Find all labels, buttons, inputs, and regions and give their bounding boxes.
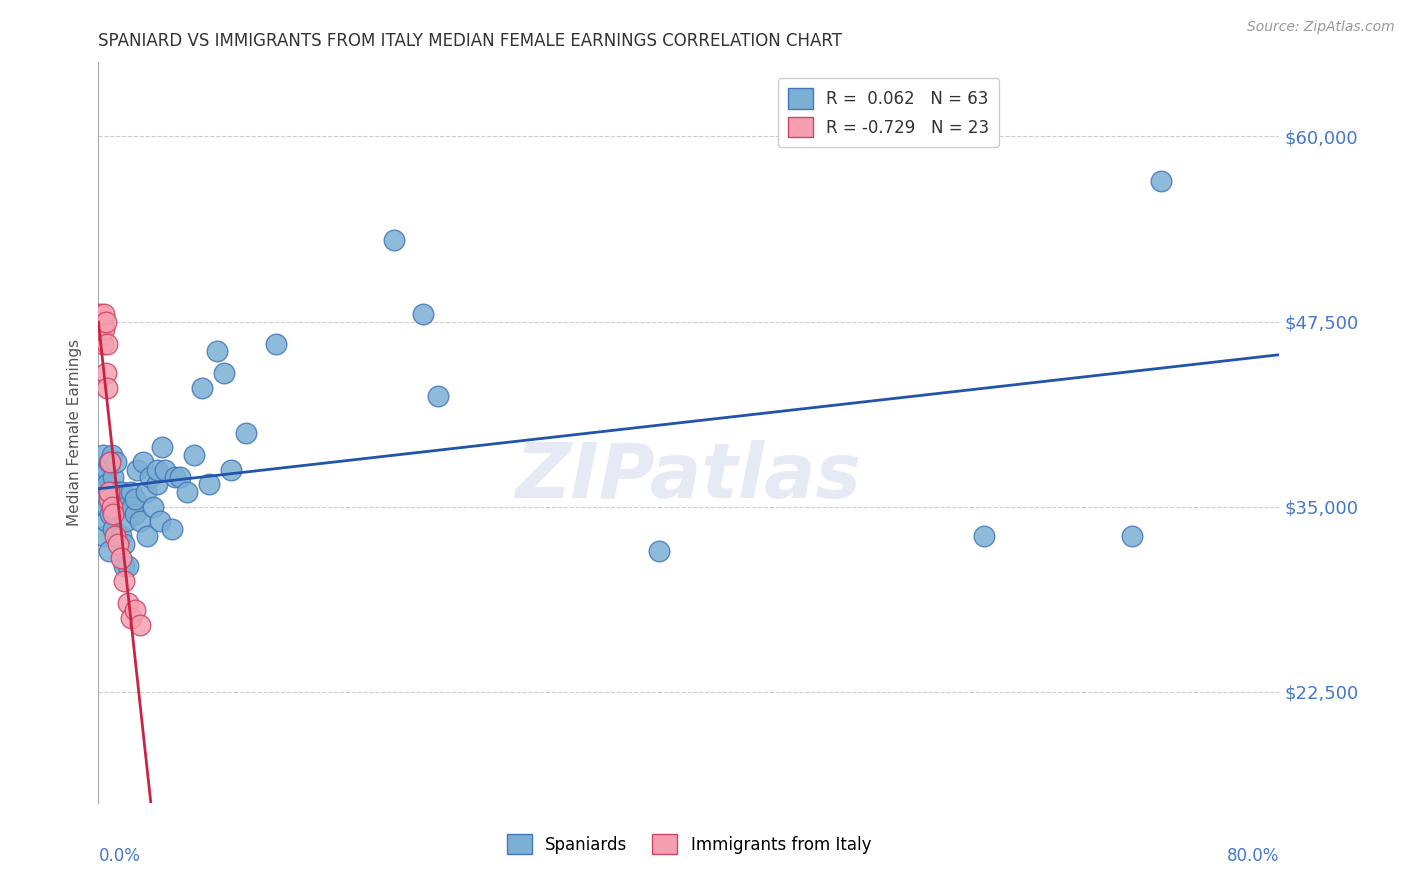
Point bbox=[169, 470, 191, 484]
Point bbox=[146, 477, 169, 491]
Point bbox=[90, 329, 112, 343]
Point bbox=[1121, 529, 1143, 543]
Point bbox=[162, 522, 183, 536]
Point bbox=[96, 462, 118, 476]
Point bbox=[97, 544, 120, 558]
Point bbox=[112, 558, 135, 573]
Point bbox=[100, 448, 122, 462]
Point bbox=[96, 477, 118, 491]
Point bbox=[104, 529, 127, 543]
Point bbox=[139, 470, 162, 484]
Point bbox=[132, 455, 155, 469]
Point bbox=[382, 233, 405, 247]
Point bbox=[1150, 174, 1173, 188]
Point bbox=[128, 618, 150, 632]
Point bbox=[124, 492, 146, 507]
Point bbox=[89, 307, 111, 321]
Point bbox=[105, 455, 128, 469]
Point bbox=[125, 462, 148, 476]
Point bbox=[97, 484, 120, 499]
Point bbox=[183, 448, 205, 462]
Point bbox=[94, 492, 117, 507]
Point bbox=[97, 455, 120, 469]
Point bbox=[136, 529, 159, 543]
Point bbox=[112, 536, 135, 550]
Point bbox=[107, 536, 129, 550]
Point bbox=[98, 455, 121, 469]
Point bbox=[176, 484, 198, 499]
Point bbox=[90, 470, 112, 484]
Point bbox=[135, 484, 157, 499]
Point bbox=[110, 551, 132, 566]
Point bbox=[117, 596, 139, 610]
Point bbox=[98, 484, 121, 499]
Point bbox=[94, 315, 117, 329]
Point bbox=[153, 462, 176, 476]
Point bbox=[165, 470, 187, 484]
Point bbox=[212, 367, 235, 381]
Point bbox=[121, 500, 143, 514]
Point bbox=[124, 507, 146, 521]
Point bbox=[648, 544, 671, 558]
Point bbox=[128, 515, 150, 529]
Point bbox=[98, 507, 121, 521]
Point bbox=[115, 515, 138, 529]
Point bbox=[120, 610, 142, 624]
Point bbox=[104, 484, 127, 499]
Point bbox=[198, 477, 221, 491]
Y-axis label: Median Female Earnings: Median Female Earnings bbox=[67, 339, 83, 526]
Point bbox=[91, 336, 114, 351]
Point bbox=[93, 484, 115, 499]
Point bbox=[96, 381, 118, 395]
Point bbox=[117, 558, 139, 573]
Point bbox=[114, 500, 136, 514]
Point bbox=[103, 470, 125, 484]
Point bbox=[264, 336, 287, 351]
Point bbox=[221, 462, 243, 476]
Point bbox=[103, 507, 125, 521]
Point bbox=[191, 381, 214, 395]
Point bbox=[146, 462, 169, 476]
Point bbox=[149, 515, 172, 529]
Point bbox=[427, 388, 450, 402]
Point bbox=[108, 484, 131, 499]
Point bbox=[110, 492, 132, 507]
Point bbox=[97, 492, 120, 507]
Point bbox=[112, 574, 135, 588]
Point bbox=[93, 322, 115, 336]
Point bbox=[973, 529, 995, 543]
Point bbox=[111, 484, 134, 499]
Point bbox=[110, 529, 132, 543]
Text: ZIPatlas: ZIPatlas bbox=[516, 440, 862, 514]
Text: 80.0%: 80.0% bbox=[1227, 847, 1279, 865]
Point bbox=[93, 529, 115, 543]
Point bbox=[412, 307, 434, 321]
Point bbox=[91, 315, 114, 329]
Point bbox=[100, 500, 122, 514]
Point bbox=[235, 425, 257, 440]
Point bbox=[94, 367, 117, 381]
Point bbox=[96, 336, 118, 351]
Text: SPANIARD VS IMMIGRANTS FROM ITALY MEDIAN FEMALE EARNINGS CORRELATION CHART: SPANIARD VS IMMIGRANTS FROM ITALY MEDIAN… bbox=[98, 32, 842, 50]
Point bbox=[93, 307, 115, 321]
Point bbox=[103, 522, 125, 536]
Point bbox=[120, 484, 142, 499]
Point bbox=[96, 500, 118, 514]
Point bbox=[205, 344, 228, 359]
Point bbox=[142, 500, 165, 514]
Point bbox=[150, 441, 173, 455]
Point bbox=[124, 603, 146, 617]
Point bbox=[91, 448, 114, 462]
Text: Source: ZipAtlas.com: Source: ZipAtlas.com bbox=[1247, 20, 1395, 34]
Text: 0.0%: 0.0% bbox=[98, 847, 141, 865]
Legend: Spaniards, Immigrants from Italy: Spaniards, Immigrants from Italy bbox=[501, 828, 877, 861]
Point bbox=[94, 515, 117, 529]
Point bbox=[107, 492, 129, 507]
